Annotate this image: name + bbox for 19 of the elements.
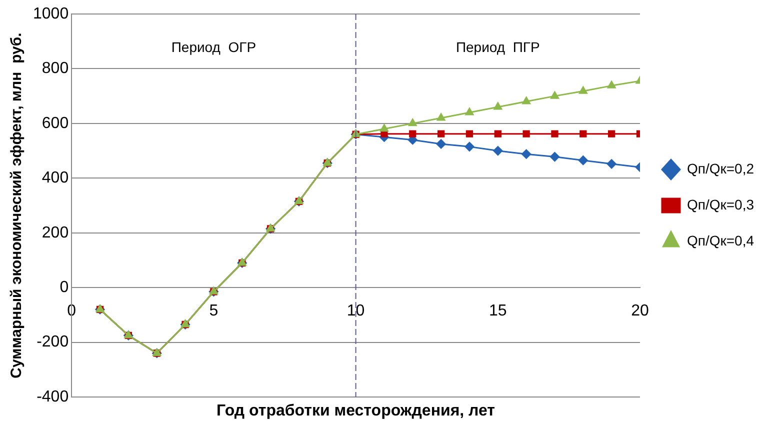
x-tick-label: 15 xyxy=(488,302,507,320)
y-axis-title: Суммарный экономический эффект, млн руб. xyxy=(8,32,26,378)
y-tick-label: -200 xyxy=(36,334,69,351)
y-tick-label: 800 xyxy=(42,60,69,78)
x-tick-label: 20 xyxy=(631,302,649,320)
y-tick-label: 0 xyxy=(60,278,69,296)
annotation: Период ПГР xyxy=(456,38,540,55)
y-tick-label: 600 xyxy=(42,114,69,132)
annotation: Период ОГР xyxy=(171,38,256,55)
legend-label: Qп/Qк=0,3 xyxy=(686,196,754,212)
y-tick-label: 1000 xyxy=(33,5,69,22)
x-tick-label: 10 xyxy=(346,302,365,320)
legend-label: Qп/Qк=0,2 xyxy=(686,160,754,176)
y-tick-label: 400 xyxy=(42,170,69,187)
legend-label: Qп/Qк=0,4 xyxy=(686,232,754,248)
x-tick-label: 5 xyxy=(209,302,218,320)
x-axis-title: Год отработки месторождения, лет xyxy=(216,402,496,420)
y-tick-label: 200 xyxy=(42,224,69,242)
y-tick-label: -400 xyxy=(36,388,69,406)
